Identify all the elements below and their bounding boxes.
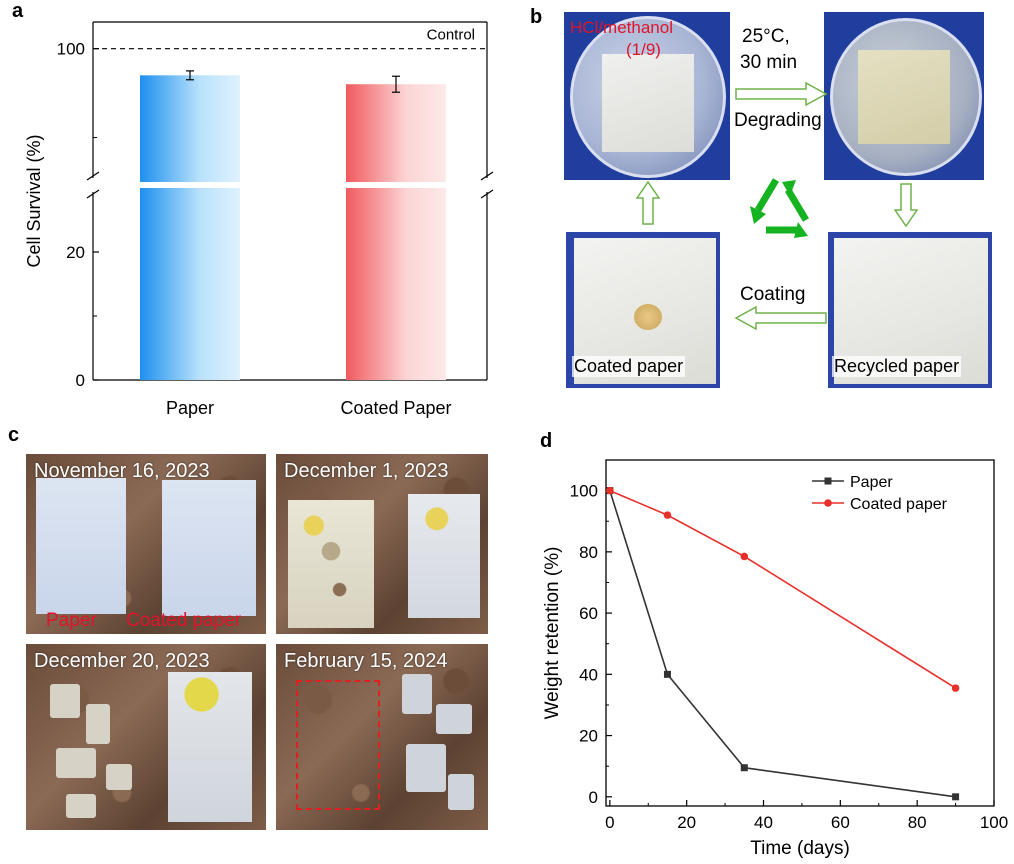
photo-feb15: February 15, 2024 [276, 644, 488, 830]
photo-dec1: December 1, 2023 [276, 454, 488, 634]
coating-label: Coating [740, 284, 806, 305]
coated-paper-label: Coated paper [572, 356, 686, 377]
data-point-coated-paper [663, 511, 672, 519]
solvent-label-line2: (1/9) [626, 40, 661, 59]
date-label-2: December 1, 2023 [284, 460, 449, 482]
recycle-icon [750, 178, 810, 238]
y-tick-label: 100 [57, 40, 85, 59]
series-line-paper [609, 490, 956, 798]
date-label-1: November 16, 2023 [34, 460, 210, 482]
y-tick-label: 0 [76, 371, 85, 390]
bar-paper-upper [140, 75, 240, 182]
x-tick-label: 40 [754, 813, 773, 832]
arrow-right-degrading [735, 82, 828, 106]
bar-coated-paper-upper [346, 84, 446, 182]
y-tick-label: 20 [579, 727, 598, 746]
panel-letter-c: c [8, 424, 20, 446]
photo-dish-degraded [824, 12, 984, 180]
data-point-paper [663, 670, 671, 678]
arrow-left-coating [734, 306, 827, 330]
line-chart-weight-retention: 0 20 40 60 80 100 0 20 40 60 80 100 Time (days) Weigh… [542, 459, 1008, 859]
recycled-paper-label: Recycled paper [832, 356, 962, 377]
solvent-label-line1: HCl/methanol [570, 18, 673, 37]
recycling-workflow: HCl/methanol (1/9) 25°C, 30 min Degradin… [540, 0, 1014, 400]
y-tick-label: 60 [579, 604, 598, 623]
x-tick-label: 20 [677, 813, 696, 832]
arrow-up [636, 180, 660, 225]
axis-break-mark [86, 171, 100, 181]
axis-break-mark [86, 189, 100, 199]
panel-letter-d: d [540, 430, 553, 452]
y-tick-label: 40 [579, 665, 598, 684]
degrading-label: Degrading [734, 110, 822, 131]
bar-paper-lower [140, 188, 240, 380]
x-category-label: Coated Paper [340, 398, 451, 418]
missing-sample-box [296, 680, 380, 810]
x-tick-label: 0 [605, 813, 614, 832]
y-tick-label: 20 [66, 243, 85, 262]
legend-label: Coated paper [850, 496, 948, 513]
soil-burial-photos: November 16, 2023 Paper Coated paper Dec… [0, 440, 520, 860]
series-line-coated-paper [609, 489, 957, 689]
condition-temperature: 25°C, [742, 26, 790, 47]
legend-label: Paper [850, 474, 893, 491]
x-category-label: Paper [166, 398, 214, 418]
photo-dec20: December 20, 2023 [26, 644, 266, 830]
x-axis-label: Time (days) [750, 838, 850, 859]
y-tick-label: 80 [579, 543, 598, 562]
y-axis-label: Cell Survival (%) [24, 134, 44, 267]
date-label-4: February 15, 2024 [284, 650, 448, 672]
coated-sample-label: Coated paper [126, 610, 242, 631]
arrow-down [894, 183, 918, 228]
data-point-coated-paper [606, 486, 614, 495]
legend-marker [824, 499, 832, 507]
x-tick-label: 60 [831, 813, 850, 832]
x-tick-label: 80 [908, 813, 927, 832]
condition-time: 30 min [740, 52, 798, 73]
bar-coated-paper-lower [346, 188, 446, 380]
photo-dish-start: HCl/methanol (1/9) [564, 12, 730, 180]
x-tick-label: 100 [980, 813, 1008, 832]
y-tick-label: 100 [570, 482, 598, 501]
bar-chart-cell-survival: 0 20 100 Control Paper Coated Paper Cell Survi… [24, 21, 494, 418]
data-point-coated-paper [740, 552, 749, 561]
legend-marker [824, 477, 832, 485]
photo-recycled-paper: Recycled paper [828, 232, 992, 388]
panel-letter-a: a [12, 0, 24, 22]
date-label-3: December 20, 2023 [34, 650, 210, 672]
photo-nov16: November 16, 2023 Paper Coated paper [26, 454, 266, 634]
data-point-paper [952, 793, 960, 801]
control-label: Control [427, 27, 475, 44]
panel-letter-b: b [530, 6, 543, 28]
data-point-coated-paper [951, 684, 960, 692]
y-axis-label: Weight retention (%) [542, 547, 563, 720]
photo-coated-paper: Coated paper [566, 232, 720, 388]
axis-break-mark [480, 171, 494, 181]
paper-sample-label: Paper [46, 610, 97, 631]
y-tick-label: 0 [589, 788, 598, 807]
axis-break-mark [480, 189, 494, 199]
plot-frame [605, 459, 995, 807]
data-point-paper [740, 764, 748, 772]
